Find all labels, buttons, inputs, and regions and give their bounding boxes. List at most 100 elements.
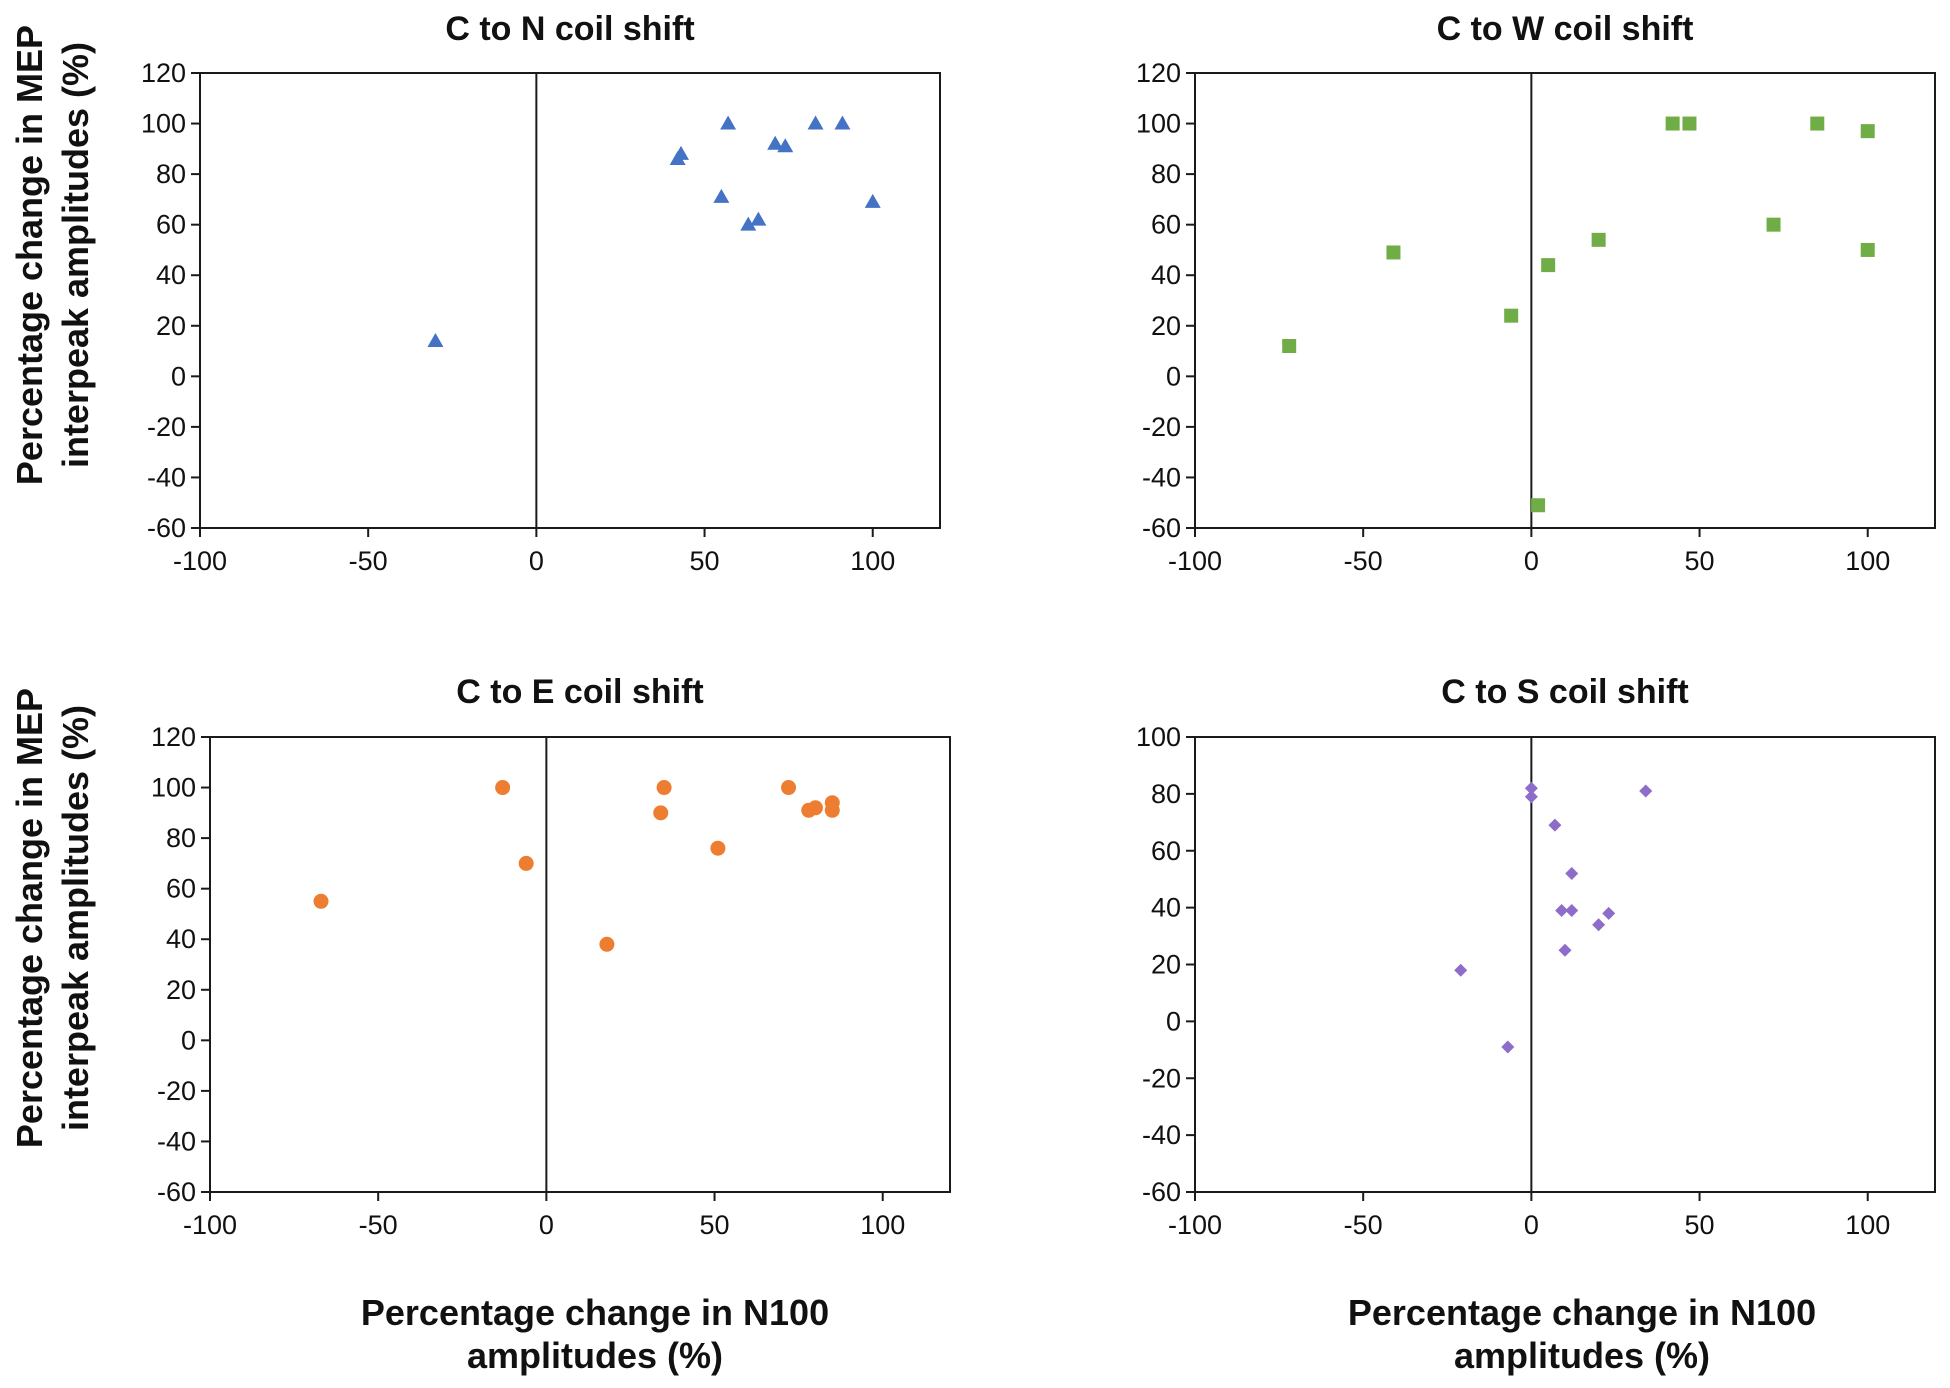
data-point xyxy=(1682,116,1697,131)
y-tick-label: 80 xyxy=(1151,159,1181,189)
plot-frame xyxy=(1194,72,1936,529)
data-point xyxy=(1602,906,1616,920)
y-label-top-line2: interpeak amplitudes (%) xyxy=(55,42,96,468)
x-tick-label: 0 xyxy=(539,1210,554,1240)
y-tick-label: -20 xyxy=(1142,1063,1181,1093)
chart-c-to-w: C to W coil shift -100 -50 0 50 100 -60 -40 -20 0… xyxy=(1136,10,1936,576)
y-tick-label: -20 xyxy=(147,412,186,442)
y-tick-label: 0 xyxy=(171,361,186,391)
data-point xyxy=(807,115,824,130)
chart-title: C to S coil shift xyxy=(1441,673,1688,711)
data-point xyxy=(673,145,689,160)
y-tick-label: 40 xyxy=(1151,893,1181,923)
data-point xyxy=(767,135,784,150)
x-tick-label: -50 xyxy=(359,1210,398,1240)
data-point xyxy=(1282,339,1297,353)
data-point xyxy=(824,802,840,818)
plot-frame xyxy=(199,72,941,529)
chart-c-to-e: C to E coil shift -100 -50 0 50 100 -60 -40 -20 0… xyxy=(151,673,951,1240)
y-tick-label: -40 xyxy=(1142,1120,1181,1150)
data-point xyxy=(1386,245,1401,260)
x-tick-label: 50 xyxy=(700,1210,730,1240)
y-tick-label: 100 xyxy=(1136,109,1181,139)
data-point xyxy=(1766,217,1781,232)
data-point xyxy=(720,115,737,130)
y-tick-label: -60 xyxy=(1142,1177,1181,1207)
data-point xyxy=(1541,258,1556,273)
y-tick-label: 120 xyxy=(141,58,186,88)
data-point xyxy=(864,193,881,208)
y-tick-label: 100 xyxy=(141,109,186,139)
shared-x-label: Percentage change in N100 amplitudes (%)… xyxy=(361,1292,1816,1376)
data-point xyxy=(1665,116,1680,131)
x-label-left-line1: Percentage change in N100 xyxy=(361,1292,829,1333)
data-point xyxy=(1592,918,1606,932)
data-point xyxy=(653,805,669,821)
y-tick-label: 80 xyxy=(156,159,186,189)
y-tick-label: 20 xyxy=(166,975,196,1005)
x-tick-label: 0 xyxy=(529,546,544,576)
chart-c-to-n: C to N coil shift -100 -50 0 50 100 -60 -40 -20 0… xyxy=(141,10,941,576)
y-tick-label: -40 xyxy=(1142,462,1181,492)
data-point xyxy=(313,893,329,909)
y-tick-label: 40 xyxy=(166,924,196,954)
x-tick-label: 100 xyxy=(1845,1210,1890,1240)
y-tick-label: 0 xyxy=(1166,361,1181,391)
y-tick-label: 100 xyxy=(1136,722,1181,752)
shared-y-label: Percentage change in MEP interpeak ampli… xyxy=(9,25,96,1148)
y-tick-label: -40 xyxy=(147,462,186,492)
y-tick-label: -60 xyxy=(1142,513,1181,543)
y-tick-label: 20 xyxy=(156,311,186,341)
y-label-bottom-line1: Percentage change in MEP xyxy=(9,688,50,1148)
x-tick-label: -50 xyxy=(1344,546,1383,576)
data-point xyxy=(710,840,726,856)
data-point xyxy=(1501,1040,1515,1054)
y-tick-label: 40 xyxy=(1151,260,1181,290)
data-point xyxy=(781,780,797,796)
x-label-right-line1: Percentage change in N100 xyxy=(1348,1292,1816,1333)
x-tick-label: 50 xyxy=(1685,1210,1715,1240)
data-point xyxy=(1555,903,1569,917)
data-point xyxy=(1524,781,1538,795)
y-tick-label: 60 xyxy=(1151,836,1181,866)
data-point xyxy=(1591,232,1606,247)
x-tick-label: -100 xyxy=(183,1210,237,1240)
y-tick-label: 120 xyxy=(151,722,196,752)
plot-frame xyxy=(209,736,951,1193)
data-point xyxy=(1565,867,1579,880)
y-tick-label: -60 xyxy=(147,513,186,543)
data-point xyxy=(656,780,672,796)
x-tick-label: -50 xyxy=(349,546,388,576)
y-tick-label: 60 xyxy=(166,874,196,904)
x-tick-label: 100 xyxy=(1845,546,1890,576)
y-tick-label: -60 xyxy=(157,1177,196,1207)
y-tick-label: 60 xyxy=(1151,210,1181,240)
x-tick-label: -50 xyxy=(1344,1210,1383,1240)
chart-title: C to W coil shift xyxy=(1437,10,1694,48)
data-point xyxy=(1504,308,1519,323)
y-tick-label: 60 xyxy=(156,210,186,240)
y-tick-label: 0 xyxy=(1166,1006,1181,1036)
data-point xyxy=(599,936,615,952)
data-point xyxy=(518,855,534,871)
data-point xyxy=(1558,943,1572,957)
data-point xyxy=(1639,784,1653,798)
data-point xyxy=(1531,498,1546,513)
y-tick-label: -20 xyxy=(157,1076,196,1106)
x-tick-label: 100 xyxy=(860,1210,905,1240)
data-point xyxy=(1548,818,1562,832)
x-tick-label: -100 xyxy=(173,546,227,576)
y-tick-label: 100 xyxy=(151,773,196,803)
x-tick-label: 0 xyxy=(1524,1210,1539,1240)
chart-title: C to N coil shift xyxy=(445,10,694,48)
data-point xyxy=(495,780,511,796)
y-label-bottom-line2: interpeak amplitudes (%) xyxy=(55,705,96,1131)
data-point xyxy=(750,211,767,226)
y-tick-label: 20 xyxy=(1151,950,1181,980)
data-point xyxy=(1860,124,1875,139)
chart-c-to-s: C to S coil shift -100 -50 0 50 100 -60 -40 -20 0… xyxy=(1136,673,1936,1240)
x-label-left-line2: amplitudes (%) xyxy=(467,1335,723,1376)
y-tick-label: 120 xyxy=(1136,58,1181,88)
plot-frame xyxy=(1194,736,1936,1193)
